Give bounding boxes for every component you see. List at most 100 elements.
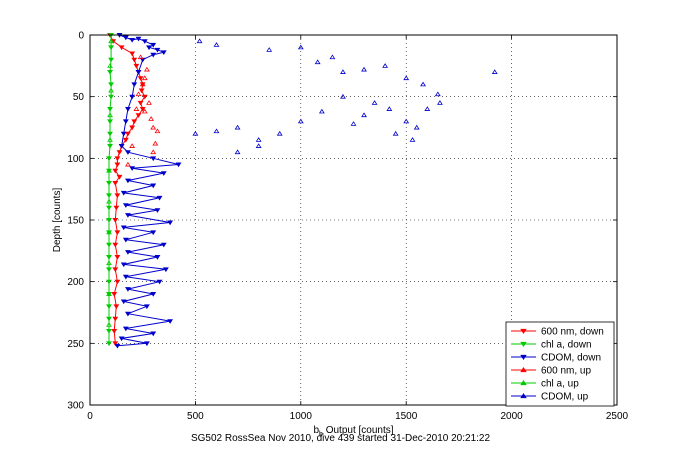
legend-entry: chl a, down bbox=[541, 340, 592, 351]
data-point bbox=[106, 242, 112, 248]
data-point bbox=[120, 131, 127, 137]
data-point bbox=[382, 63, 389, 68]
data-point bbox=[108, 57, 115, 63]
data-point bbox=[125, 150, 131, 155]
legend-entry: CDOM, down bbox=[541, 353, 601, 364]
data-point bbox=[120, 299, 127, 305]
data-point bbox=[143, 341, 150, 347]
data-point bbox=[150, 42, 157, 48]
data-point bbox=[213, 128, 220, 134]
data-point bbox=[141, 39, 148, 44]
series-4 bbox=[106, 38, 115, 327]
data-point bbox=[106, 229, 112, 235]
series-line bbox=[108, 35, 112, 344]
data-point bbox=[135, 70, 142, 75]
data-point bbox=[108, 94, 115, 100]
data-point bbox=[141, 75, 148, 81]
x-axis-label-main: b bbox=[313, 425, 319, 436]
x-tick-label: 2500 bbox=[606, 411, 629, 422]
data-point bbox=[234, 149, 241, 155]
data-point bbox=[154, 208, 161, 213]
tick-labels: 0 500 1000 1500 2000 2500 0 50 100 150 200 250 300 bbox=[67, 31, 628, 423]
data-point bbox=[113, 205, 120, 211]
data-point bbox=[106, 304, 112, 310]
x-tick-label: 0 bbox=[87, 411, 93, 422]
data-point bbox=[106, 181, 112, 186]
legend-swatch-marker bbox=[520, 379, 527, 386]
data-point bbox=[125, 178, 131, 184]
data-point bbox=[106, 267, 112, 273]
legend-swatch-marker bbox=[520, 328, 527, 335]
legend-entry: 600 nm, up bbox=[541, 366, 591, 377]
x-tick-label: 2000 bbox=[500, 411, 523, 422]
data-point bbox=[146, 45, 152, 51]
legend-entry: CDOM, up bbox=[541, 392, 589, 403]
data-point bbox=[118, 336, 125, 342]
series-3 bbox=[125, 54, 161, 167]
data-point bbox=[120, 225, 127, 231]
data-point bbox=[129, 51, 136, 57]
x-axis-label: bb Output [counts] bbox=[313, 425, 393, 438]
data-point bbox=[107, 137, 113, 142]
data-point bbox=[160, 242, 167, 248]
data-point bbox=[112, 181, 119, 186]
data-point bbox=[114, 230, 121, 236]
data-point bbox=[122, 35, 129, 41]
data-point bbox=[167, 220, 174, 226]
data-point bbox=[114, 255, 121, 260]
x-tick-label: 1000 bbox=[290, 411, 313, 422]
axes-box bbox=[89, 34, 618, 406]
data-point bbox=[106, 255, 112, 260]
data-point bbox=[329, 54, 336, 60]
data-point bbox=[276, 130, 283, 136]
series-0 bbox=[107, 33, 148, 347]
data-point bbox=[112, 218, 119, 223]
data-point bbox=[196, 38, 203, 44]
data-point bbox=[107, 107, 113, 112]
data-point bbox=[106, 316, 112, 322]
data-point bbox=[114, 343, 121, 349]
data-point bbox=[137, 54, 144, 60]
data-point bbox=[112, 242, 119, 248]
data-point bbox=[266, 47, 273, 52]
data-point bbox=[150, 230, 157, 236]
data-point bbox=[122, 274, 129, 280]
data-point bbox=[125, 213, 131, 218]
data-point bbox=[160, 171, 167, 176]
legend-swatch-marker bbox=[520, 354, 527, 361]
legend-swatch-marker bbox=[520, 341, 527, 348]
data-point bbox=[167, 319, 174, 324]
data-point bbox=[160, 50, 167, 56]
data-point bbox=[137, 76, 144, 81]
data-point bbox=[106, 341, 112, 347]
data-point bbox=[154, 128, 161, 134]
x-tick-label: 500 bbox=[187, 411, 204, 422]
data-point bbox=[135, 36, 142, 42]
data-point bbox=[122, 137, 129, 143]
data-point bbox=[150, 52, 157, 58]
x-tick-label: 1500 bbox=[395, 411, 418, 422]
data-point bbox=[154, 47, 161, 53]
data-point bbox=[106, 193, 112, 199]
data-point bbox=[371, 100, 378, 105]
data-point bbox=[413, 124, 420, 130]
data-point bbox=[139, 81, 146, 87]
data-point bbox=[150, 156, 157, 162]
data-point bbox=[318, 108, 325, 114]
data-point bbox=[108, 87, 115, 93]
data-point bbox=[350, 121, 357, 126]
data-point bbox=[125, 250, 131, 255]
data-point bbox=[361, 66, 367, 72]
data-point bbox=[120, 262, 127, 268]
y-tick-label: 300 bbox=[67, 401, 84, 412]
data-point bbox=[107, 131, 113, 137]
data-point bbox=[424, 106, 431, 111]
y-tick-label: 0 bbox=[78, 31, 84, 42]
data-point bbox=[106, 167, 112, 173]
y-tick-label: 100 bbox=[67, 154, 84, 165]
data-point bbox=[162, 267, 169, 273]
data-point bbox=[107, 63, 113, 68]
data-point bbox=[106, 156, 112, 162]
data-point bbox=[297, 44, 304, 50]
